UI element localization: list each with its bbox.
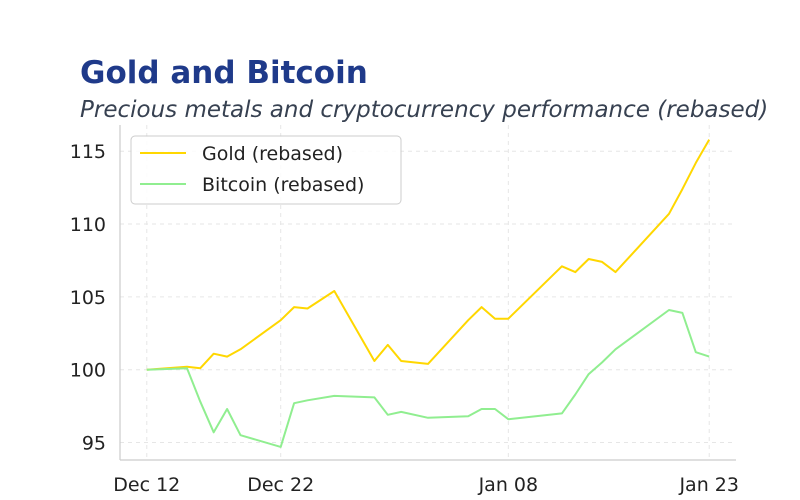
y-axis-ticks: 95 100 105 110 115	[70, 141, 106, 454]
x-tick-label: Jan 23	[678, 474, 739, 496]
legend: Gold (rebased) Bitcoin (rebased)	[130, 135, 402, 205]
y-tick-label: 115	[70, 141, 106, 163]
chart-subtitle: Precious metals and cryptocurrency perfo…	[80, 97, 769, 123]
series-line-gold	[146, 139, 711, 371]
y-tick-label: 110	[70, 214, 106, 236]
grid	[120, 125, 736, 460]
legend-box	[130, 135, 402, 205]
x-tick-label: Dec 12	[113, 474, 180, 496]
x-tick-label: Jan 08	[478, 474, 539, 496]
x-tick-label: Dec 22	[247, 474, 314, 496]
y-tick-label: 100	[70, 360, 106, 382]
y-tick-label: 105	[70, 287, 106, 309]
series-lines	[146, 139, 711, 448]
series-line-bitcoin	[146, 309, 710, 448]
x-axis-ticks: Dec 12 Dec 22 Jan 08 Jan 23	[113, 474, 739, 496]
axes	[119, 125, 736, 461]
legend-label-gold: Gold (rebased)	[202, 143, 343, 165]
chart-title: Gold and Bitcoin	[80, 55, 368, 91]
legend-label-bitcoin: Bitcoin (rebased)	[202, 174, 364, 196]
y-tick-label: 95	[82, 433, 106, 455]
